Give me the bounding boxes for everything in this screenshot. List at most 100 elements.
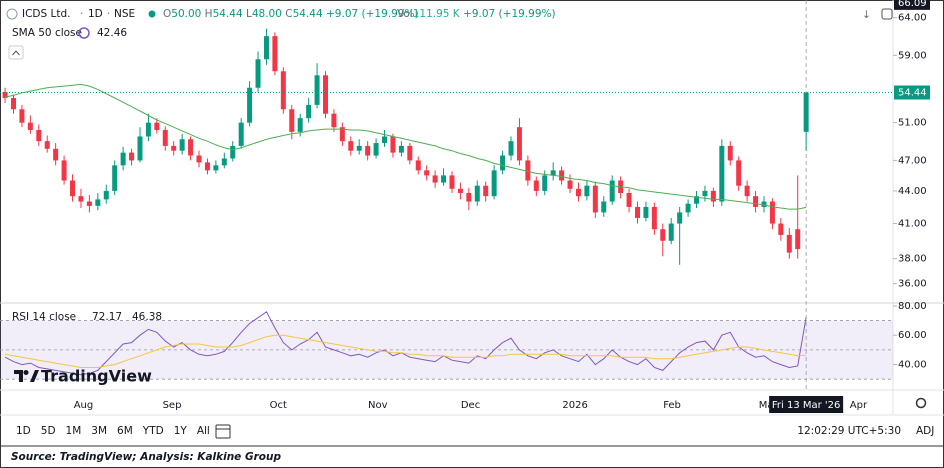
crosshair-date-label: Fri 13 Mar '26: [772, 400, 841, 411]
candle-body: [694, 196, 700, 204]
ohlc-value: 54.44: [293, 8, 323, 20]
range-button[interactable]: 1D: [16, 425, 31, 437]
download-icon[interactable]: ↓: [862, 9, 871, 21]
y-tick-label: 36.00: [898, 279, 927, 290]
line: [5, 334, 807, 368]
y-tick-label: 41.00: [898, 219, 927, 230]
candle-body: [710, 190, 716, 202]
ohlc-legend: O50.00 H54.44 L48.00 C54.44 +9.07 (+19.9…: [163, 8, 419, 20]
ohlc-key: H: [205, 8, 213, 20]
settings-icon[interactable]: [78, 27, 90, 39]
candle-body: [221, 158, 227, 166]
candle-body: [145, 122, 151, 137]
candle-body: [255, 59, 261, 88]
sma-legend-name: SMA 50 close: [12, 27, 82, 39]
candle-body: [651, 206, 657, 230]
x-tick-label: Nov: [368, 400, 388, 411]
candle-body: [204, 162, 210, 171]
settings-icon[interactable]: [915, 397, 927, 409]
range-button[interactable]: 6M: [117, 425, 133, 437]
candle-body: [10, 97, 16, 110]
crosshair-date-box: [769, 396, 844, 413]
candle-body: [795, 229, 801, 250]
candle-body: [474, 185, 480, 202]
logo-icon: [14, 370, 39, 382]
collapse-button[interactable]: [8, 45, 24, 60]
candle-body: [803, 92, 809, 132]
candle-body: [44, 141, 50, 149]
candle-body: [575, 188, 581, 197]
range-button[interactable]: 5D: [41, 425, 56, 437]
collapse-icon: [12, 50, 20, 56]
separator: ·: [107, 8, 110, 20]
candle-body: [19, 109, 25, 123]
layout-icon[interactable]: [881, 8, 893, 20]
candle-body: [559, 170, 565, 181]
candle-body: [129, 152, 135, 161]
candle-body: [289, 109, 295, 132]
candle-body: [331, 113, 337, 128]
candle-body: [441, 175, 447, 183]
clock: 12:02:29 UTC+5:30: [797, 425, 901, 437]
candle-body: [727, 145, 733, 161]
last-price-label: 54.44: [898, 87, 927, 98]
volume-legend: Vol111.95 K +9.07 (+19.99%): [397, 8, 556, 20]
candle-body: [196, 155, 202, 163]
candle-body: [769, 201, 775, 224]
y-tick-label: 60.00: [898, 330, 927, 341]
range-button[interactable]: All: [197, 425, 210, 437]
symbol-icon: [6, 8, 18, 20]
candle-body: [736, 160, 742, 186]
calendar-icon[interactable]: [215, 424, 231, 439]
watermark: TradingView: [41, 367, 152, 386]
candle-body: [78, 196, 84, 202]
x-tick-label: Apr: [850, 400, 868, 411]
candle-body: [483, 185, 489, 197]
candle-body: [668, 223, 674, 241]
candle-body: [702, 190, 708, 197]
candle-body: [592, 185, 598, 213]
candle-body: [213, 165, 219, 171]
candle-body: [280, 71, 286, 110]
y-tick-label: 38.00: [898, 254, 927, 265]
candle-body: [112, 165, 118, 191]
x-tick-label: Aug: [74, 400, 94, 411]
ohlc-key: O: [163, 8, 171, 20]
range-button[interactable]: 1Y: [174, 425, 188, 437]
y-tick-label: 80.00: [898, 301, 927, 312]
rsi-legend-value: 72.17: [92, 311, 122, 323]
candle-body: [322, 75, 328, 114]
range-button[interactable]: 3M: [91, 425, 107, 437]
source: Source: TradingView; Analysis: Kalkine G…: [11, 451, 281, 463]
candle-body: [365, 145, 371, 156]
candle-body: [238, 122, 244, 146]
candle-body: [432, 175, 438, 183]
candle-body: [339, 127, 345, 142]
y-tick-label: 59.00: [898, 50, 927, 61]
status-dot: [148, 10, 156, 18]
candle-body: [744, 185, 750, 197]
line: [4, 311, 807, 376]
exchange: NSE: [114, 8, 135, 20]
ohlc-value: 54.44: [213, 8, 243, 20]
candle-body: [525, 160, 531, 181]
x-tick-label: Mar: [759, 400, 779, 411]
range-button[interactable]: 1M: [66, 425, 82, 437]
candle-body: [188, 139, 194, 156]
y-tick-label: 44.00: [898, 186, 927, 197]
candle-body: [407, 145, 413, 161]
y-tick-label: 40.00: [898, 360, 927, 371]
candle-body: [348, 141, 354, 151]
adj-button[interactable]: ADJ: [916, 425, 934, 437]
y-tick-label: 47.00: [898, 155, 927, 166]
candle-body: [550, 170, 556, 176]
marks: [0, 0, 893, 390]
candle-body: [584, 185, 590, 197]
candle-body: [61, 160, 67, 181]
candle-body: [314, 75, 320, 105]
interval: 1D: [88, 8, 103, 20]
range-button[interactable]: YTD: [142, 425, 164, 437]
candle-body: [634, 206, 640, 218]
sma-legend-value: 42.46: [97, 27, 127, 39]
